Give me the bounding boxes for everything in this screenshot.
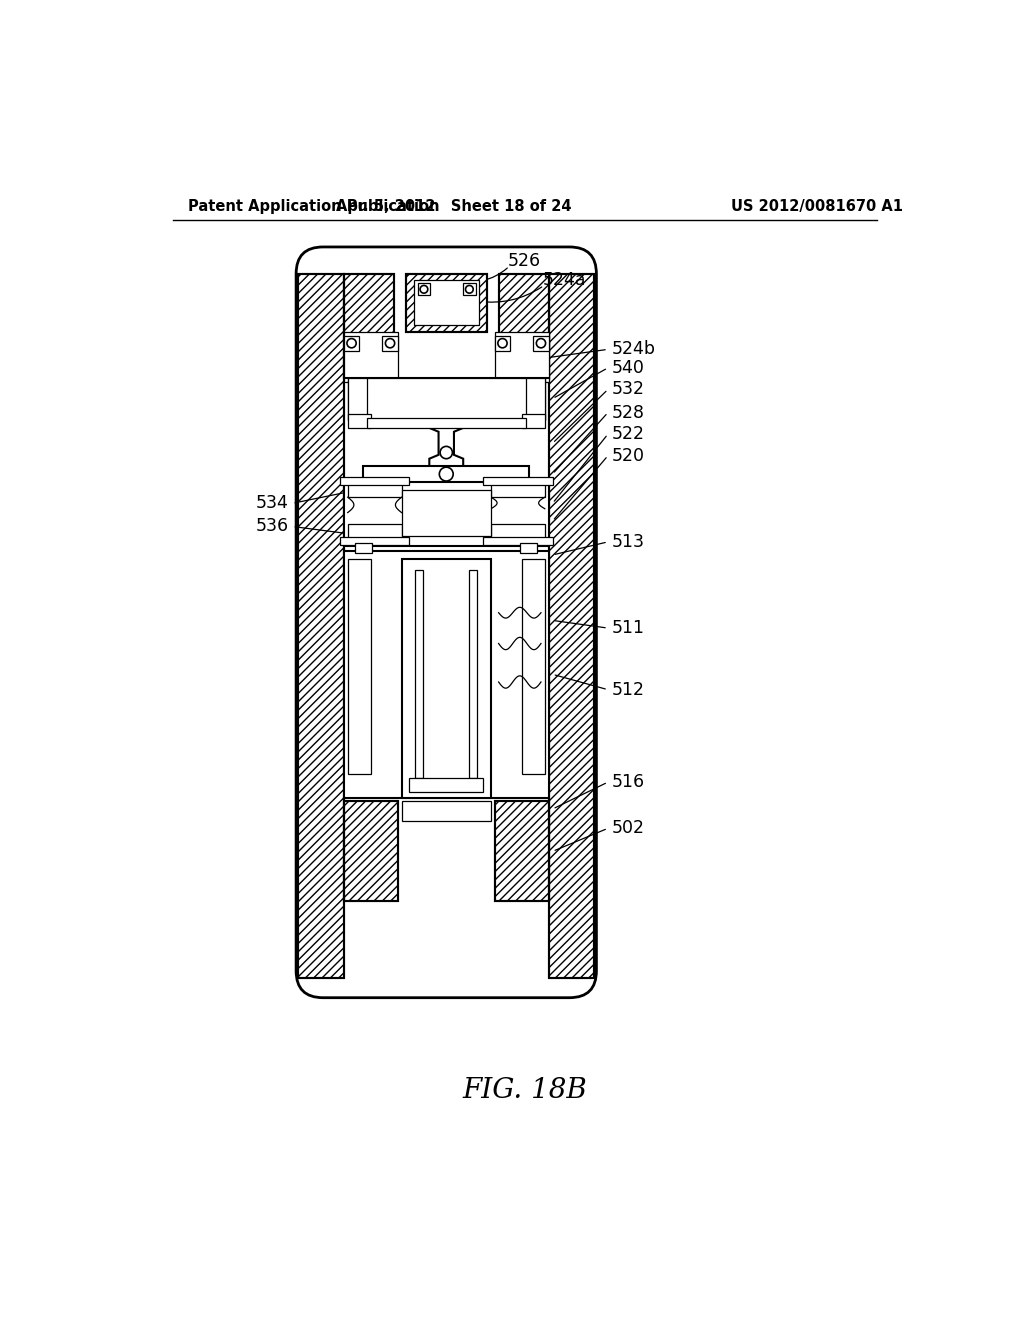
Bar xyxy=(418,284,430,296)
Bar xyxy=(521,414,545,428)
Bar xyxy=(355,544,373,553)
Bar xyxy=(525,378,545,420)
Bar xyxy=(401,801,490,821)
Circle shape xyxy=(537,339,546,348)
Bar xyxy=(348,378,367,420)
Bar xyxy=(298,275,344,978)
Bar xyxy=(401,558,490,797)
Bar xyxy=(344,552,549,797)
Bar xyxy=(401,490,490,536)
Bar xyxy=(495,801,549,902)
Bar xyxy=(469,570,477,779)
Text: 536: 536 xyxy=(255,517,289,536)
Text: Apr. 5, 2012   Sheet 18 of 24: Apr. 5, 2012 Sheet 18 of 24 xyxy=(336,198,571,214)
Text: FIG. 18B: FIG. 18B xyxy=(463,1077,587,1104)
Bar xyxy=(495,801,549,902)
Circle shape xyxy=(347,339,356,348)
Bar xyxy=(348,558,371,775)
Bar xyxy=(495,331,549,381)
Text: 516: 516 xyxy=(611,774,645,791)
Bar xyxy=(416,570,423,779)
Bar xyxy=(407,275,487,331)
Bar xyxy=(344,335,359,351)
Bar xyxy=(344,801,397,902)
Bar xyxy=(499,275,549,378)
Bar xyxy=(490,482,545,498)
Bar xyxy=(520,544,538,553)
Text: US 2012/0081670 A1: US 2012/0081670 A1 xyxy=(731,198,903,214)
Bar xyxy=(549,275,594,978)
Bar xyxy=(495,335,510,351)
Bar xyxy=(410,779,483,792)
Bar xyxy=(348,378,545,420)
Bar xyxy=(348,414,371,428)
Bar xyxy=(414,280,479,326)
Bar xyxy=(340,537,410,545)
Bar xyxy=(367,418,525,428)
Bar xyxy=(499,275,549,378)
Bar xyxy=(344,331,397,381)
Text: 528: 528 xyxy=(611,404,645,421)
Text: 511: 511 xyxy=(611,619,645,638)
Bar xyxy=(483,478,553,484)
Bar xyxy=(344,801,397,902)
Bar xyxy=(483,537,553,545)
Bar xyxy=(490,524,545,540)
Text: 522: 522 xyxy=(611,425,645,444)
Circle shape xyxy=(466,285,473,293)
FancyBboxPatch shape xyxy=(296,247,596,998)
Text: 540: 540 xyxy=(611,359,645,376)
Bar xyxy=(348,524,401,540)
Circle shape xyxy=(498,339,507,348)
Text: 520: 520 xyxy=(611,446,645,465)
Text: 514: 514 xyxy=(403,645,437,664)
Text: 524a: 524a xyxy=(543,271,586,289)
Text: 513: 513 xyxy=(611,533,645,550)
Circle shape xyxy=(440,446,453,459)
Bar xyxy=(348,482,401,498)
Bar xyxy=(344,479,549,545)
Text: Patent Application Publication: Patent Application Publication xyxy=(188,198,440,214)
Bar xyxy=(549,275,594,978)
Polygon shape xyxy=(429,420,463,466)
Bar xyxy=(463,284,475,296)
Bar xyxy=(407,275,487,331)
Bar xyxy=(382,335,397,351)
Bar xyxy=(344,275,394,378)
Circle shape xyxy=(385,339,394,348)
Bar xyxy=(340,478,410,484)
Text: 524b: 524b xyxy=(611,341,655,358)
Text: 534: 534 xyxy=(256,495,289,512)
Bar xyxy=(521,558,545,775)
Text: 502: 502 xyxy=(611,820,645,837)
Circle shape xyxy=(420,285,428,293)
Circle shape xyxy=(439,467,454,480)
Bar xyxy=(364,466,529,482)
Text: 512: 512 xyxy=(611,681,645,698)
Text: 526: 526 xyxy=(508,252,541,269)
Bar xyxy=(344,275,394,378)
Bar xyxy=(534,335,549,351)
Bar xyxy=(298,275,344,978)
Text: 532: 532 xyxy=(611,380,645,399)
